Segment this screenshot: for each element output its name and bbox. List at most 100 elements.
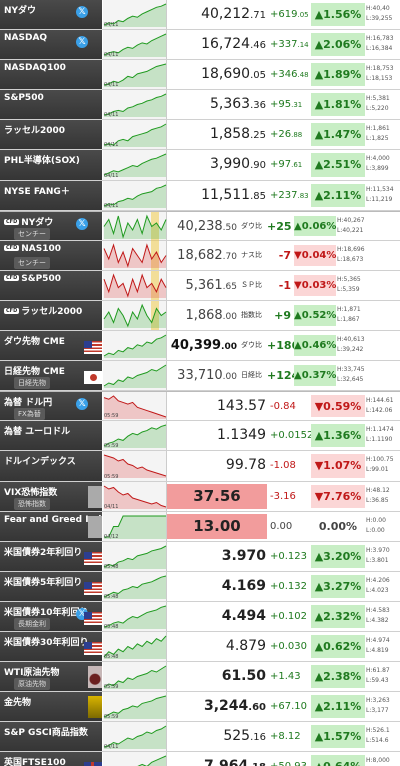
chart-thumbnail[interactable] [103,211,167,241]
market-row[interactable]: 為替 ユーロドル 05:59 1.1349 +0.0152 ▲1.36% H:1.1474… [0,421,400,452]
chart-thumbnail[interactable]: 05:59 [103,451,167,481]
chart-thumbnail[interactable]: 05:48 [103,541,167,571]
chart-thumbnail[interactable]: 04/11 [103,481,167,511]
instrument-name[interactable]: NYダウ 𝕏 [0,0,103,30]
sub-link[interactable]: センチー [14,227,50,240]
x-social-icon[interactable]: 𝕏 [76,6,88,18]
instrument-name[interactable]: Fear and Greed Index [0,511,103,541]
high-low-range: H:33,745 L:32,645 [337,361,373,390]
instrument-label: NASDAQ [4,33,48,44]
instrument-name[interactable]: 為替 ドル円 FX為替 𝕏 [0,392,103,421]
instrument-name[interactable]: 英国FTSE100欧州株価 [0,752,103,766]
x-social-icon[interactable]: 𝕏 [76,36,88,49]
index-row[interactable]: ラッセル2000 04/11 1,858.25 +26.88 ▲1.47% H:1,861… [0,120,400,151]
instrument-name[interactable]: CFD NYダウ センチー 𝕏 [0,211,103,240]
sparkline-line [103,33,167,56]
instrument-name[interactable]: PHL半導体(SOX) [0,150,103,180]
market-row[interactable]: 金先物 05:59 3,244.60 +67.10 ▲2.11% H:3,263 L:3,1… [0,692,400,723]
market-row[interactable]: VIX恐怖指数 恐怖指数 04/11 37.56 -3.16 ▼7.76% H:48.12 L… [0,481,400,512]
index-row[interactable]: S&P500 04/11 5,363.36 +95.31 ▲1.81% H:5,381 L:… [0,90,400,121]
index-row[interactable]: NASDAQ 𝕏 04/11 16,724.46 +337.14 ▲2.06% H:16,7… [0,30,400,61]
instrument-name[interactable]: 米国債券5年利回り [0,571,103,601]
cfd-row[interactable]: ダウ先物 CME 40,399.00 ダウ比 +186 ▲0.46% H:40,613 L:… [0,331,400,362]
market-row[interactable]: 米国債券5年利回り 05:48 4.169 +0.132 ▲3.27% H:4.206 L:… [0,571,400,602]
chart-thumbnail[interactable]: 04/11 [103,60,167,90]
market-row[interactable]: 為替 ドル円 FX為替 𝕏 05:59 143.57 -0.84 ▼0.59% H:144.6… [0,391,400,422]
index-row[interactable]: PHL半導体(SOX) 04/11 3,990.90 +97.61 ▲2.51% H:4,… [0,150,400,181]
market-row[interactable]: Fear and Greed Index 04/12 13.00 0.00 0.00% H… [0,511,400,542]
market-row[interactable]: 米国債券10年利回り 長期金利 𝕏 05:48 4.494 +0.102 ▲2.32% H:4… [0,601,400,632]
sub-link[interactable]: 長期金利 [14,617,50,630]
chart-thumbnail[interactable] [103,331,167,361]
chart-thumbnail[interactable]: 05:48 [103,571,167,601]
instrument-name[interactable]: 米国債券30年利回り [0,631,103,662]
chart-thumbnail[interactable]: 04/11 [103,90,167,120]
market-row[interactable]: 英国FTSE100欧州株価04/117,964.18+50.93▲0.64%H:… [0,752,400,766]
price-value: 4.879 [225,637,266,654]
cfd-row[interactable]: CFD ラッセル2000 1,868.00 指数比 +9 ▲0.52% H:1,871 L:1… [0,300,400,332]
cfd-row[interactable]: CFD NAS100 センチー 18,682.70 ナス比 -7 ▼0.04% H:18,69… [0,240,400,271]
chart-thumbnail[interactable]: 05:59 [103,392,167,421]
chart-thumbnail[interactable]: 04/11 [103,150,167,180]
chart-thumbnail[interactable] [103,361,167,391]
chart-thumbnail[interactable]: 04/11 [103,120,167,150]
percent-change: ▲1.56% [311,3,365,27]
x-social-icon[interactable]: 𝕏 [76,398,88,411]
sub-link[interactable]: 原油先物 [14,678,50,691]
chart-thumbnail[interactable]: 04/11 [103,180,167,210]
index-row[interactable]: NYSE FANG＋ 04/11 11,511.85 +237.83 ▲2.11% H:1… [0,180,400,211]
instrument-name[interactable]: WTI原油先物 原油先物 [0,662,103,692]
sub-link[interactable]: 日経先物 [14,377,50,390]
chart-thumbnail[interactable]: 05:59 [103,692,167,722]
chart-thumbnail[interactable]: 04/11 [103,30,167,60]
instrument-name[interactable]: CFD ラッセル2000 [0,300,103,331]
chart-date: 04/11 [104,22,119,29]
instrument-name[interactable]: S&P500 [0,90,103,120]
price-integer: 5,363 [210,96,251,113]
instrument-name[interactable]: S&P GSCI商品指数 [0,722,103,752]
chart-thumbnail[interactable]: 05:59 [103,421,167,451]
sub-link[interactable]: FX為替 [14,408,45,421]
instrument-name[interactable]: 金先物 [0,692,103,722]
instrument-name[interactable]: 米国債券2年利回り [0,541,103,571]
sub-link[interactable]: センチー [14,256,50,269]
index-row[interactable]: NASDAQ100 04/11 18,690.05 +346.48 ▲1.89% H:18… [0,60,400,91]
instrument-name[interactable]: 為替 ユーロドル [0,421,103,451]
market-row[interactable]: ドルインデックス 05:59 99.78 -1.08 ▼1.07% H:100.75 L:9… [0,451,400,482]
index-row[interactable]: NYダウ 𝕏 04/11 40,212.71 +619.05 ▲1.56% H:40,40 L… [0,0,400,31]
cfd-row[interactable]: 日経先物 CME 日経先物 33,710.00 日経比 +124 ▲0.37% H:33,7… [0,361,400,392]
chart-thumbnail[interactable] [103,270,167,300]
chart-thumbnail[interactable] [103,240,167,270]
market-row[interactable]: S&P GSCI商品指数 04/11 525.16 +8.12 ▲1.57% H:526.… [0,722,400,753]
chart-thumbnail[interactable]: 04/11 [103,722,167,752]
sub-link[interactable]: 恐怖指数 [14,497,50,510]
price-decimal: .05 [250,70,266,82]
instrument-name[interactable]: ダウ先物 CME [0,331,103,361]
instrument-name[interactable]: CFD S&P500 [0,270,103,300]
instrument-name[interactable]: 日経先物 CME 日経先物 [0,361,103,391]
instrument-name[interactable]: ドルインデックス [0,451,103,481]
market-row[interactable]: WTI原油先物 原油先物 05:59 61.50 +1.43 ▲2.38% H:61.87 L… [0,662,400,693]
cfd-row[interactable]: CFD S&P500 5,361.65 ＳＰ比 -1 ▼0.03% H:5,365 L:5,3… [0,270,400,301]
chart-thumbnail[interactable]: 04/11 [103,0,167,30]
price-change: 0.00 [270,520,293,532]
price-change: +237.83 [270,181,310,210]
x-social-icon[interactable]: 𝕏 [76,217,88,230]
market-row[interactable]: 米国債券30年利回り 05:48 4.879 +0.030 ▲0.62% H:4.974 L… [0,631,400,663]
cfd-row[interactable]: CFD NYダウ センチー 𝕏 40,238.50 ダウ比 +25 ▲0.06% H:40,26… [0,210,400,241]
instrument-name[interactable]: NASDAQ100 [0,60,103,90]
market-row[interactable]: 米国債券2年利回り 05:48 3.970 +0.123 ▲3.20% H:3.970 L:… [0,541,400,572]
chart-thumbnail[interactable]: 05:48 [103,631,167,662]
instrument-name[interactable]: VIX恐怖指数 恐怖指数 [0,481,103,511]
instrument-name[interactable]: 米国債券10年利回り 長期金利 𝕏 [0,601,103,631]
instrument-name[interactable]: NASDAQ 𝕏 [0,30,103,60]
comparison-label: ナス比 [241,250,262,259]
instrument-name[interactable]: NYSE FANG＋ [0,180,103,210]
chart-thumbnail[interactable]: 04/11 [103,752,167,766]
chart-thumbnail[interactable]: 04/12 [103,511,167,541]
instrument-name[interactable]: CFD NAS100 センチー [0,240,103,270]
chart-thumbnail[interactable]: 05:59 [103,662,167,692]
chart-thumbnail[interactable] [103,300,167,331]
chart-thumbnail[interactable]: 05:48 [103,601,167,631]
instrument-name[interactable]: ラッセル2000 [0,120,103,150]
